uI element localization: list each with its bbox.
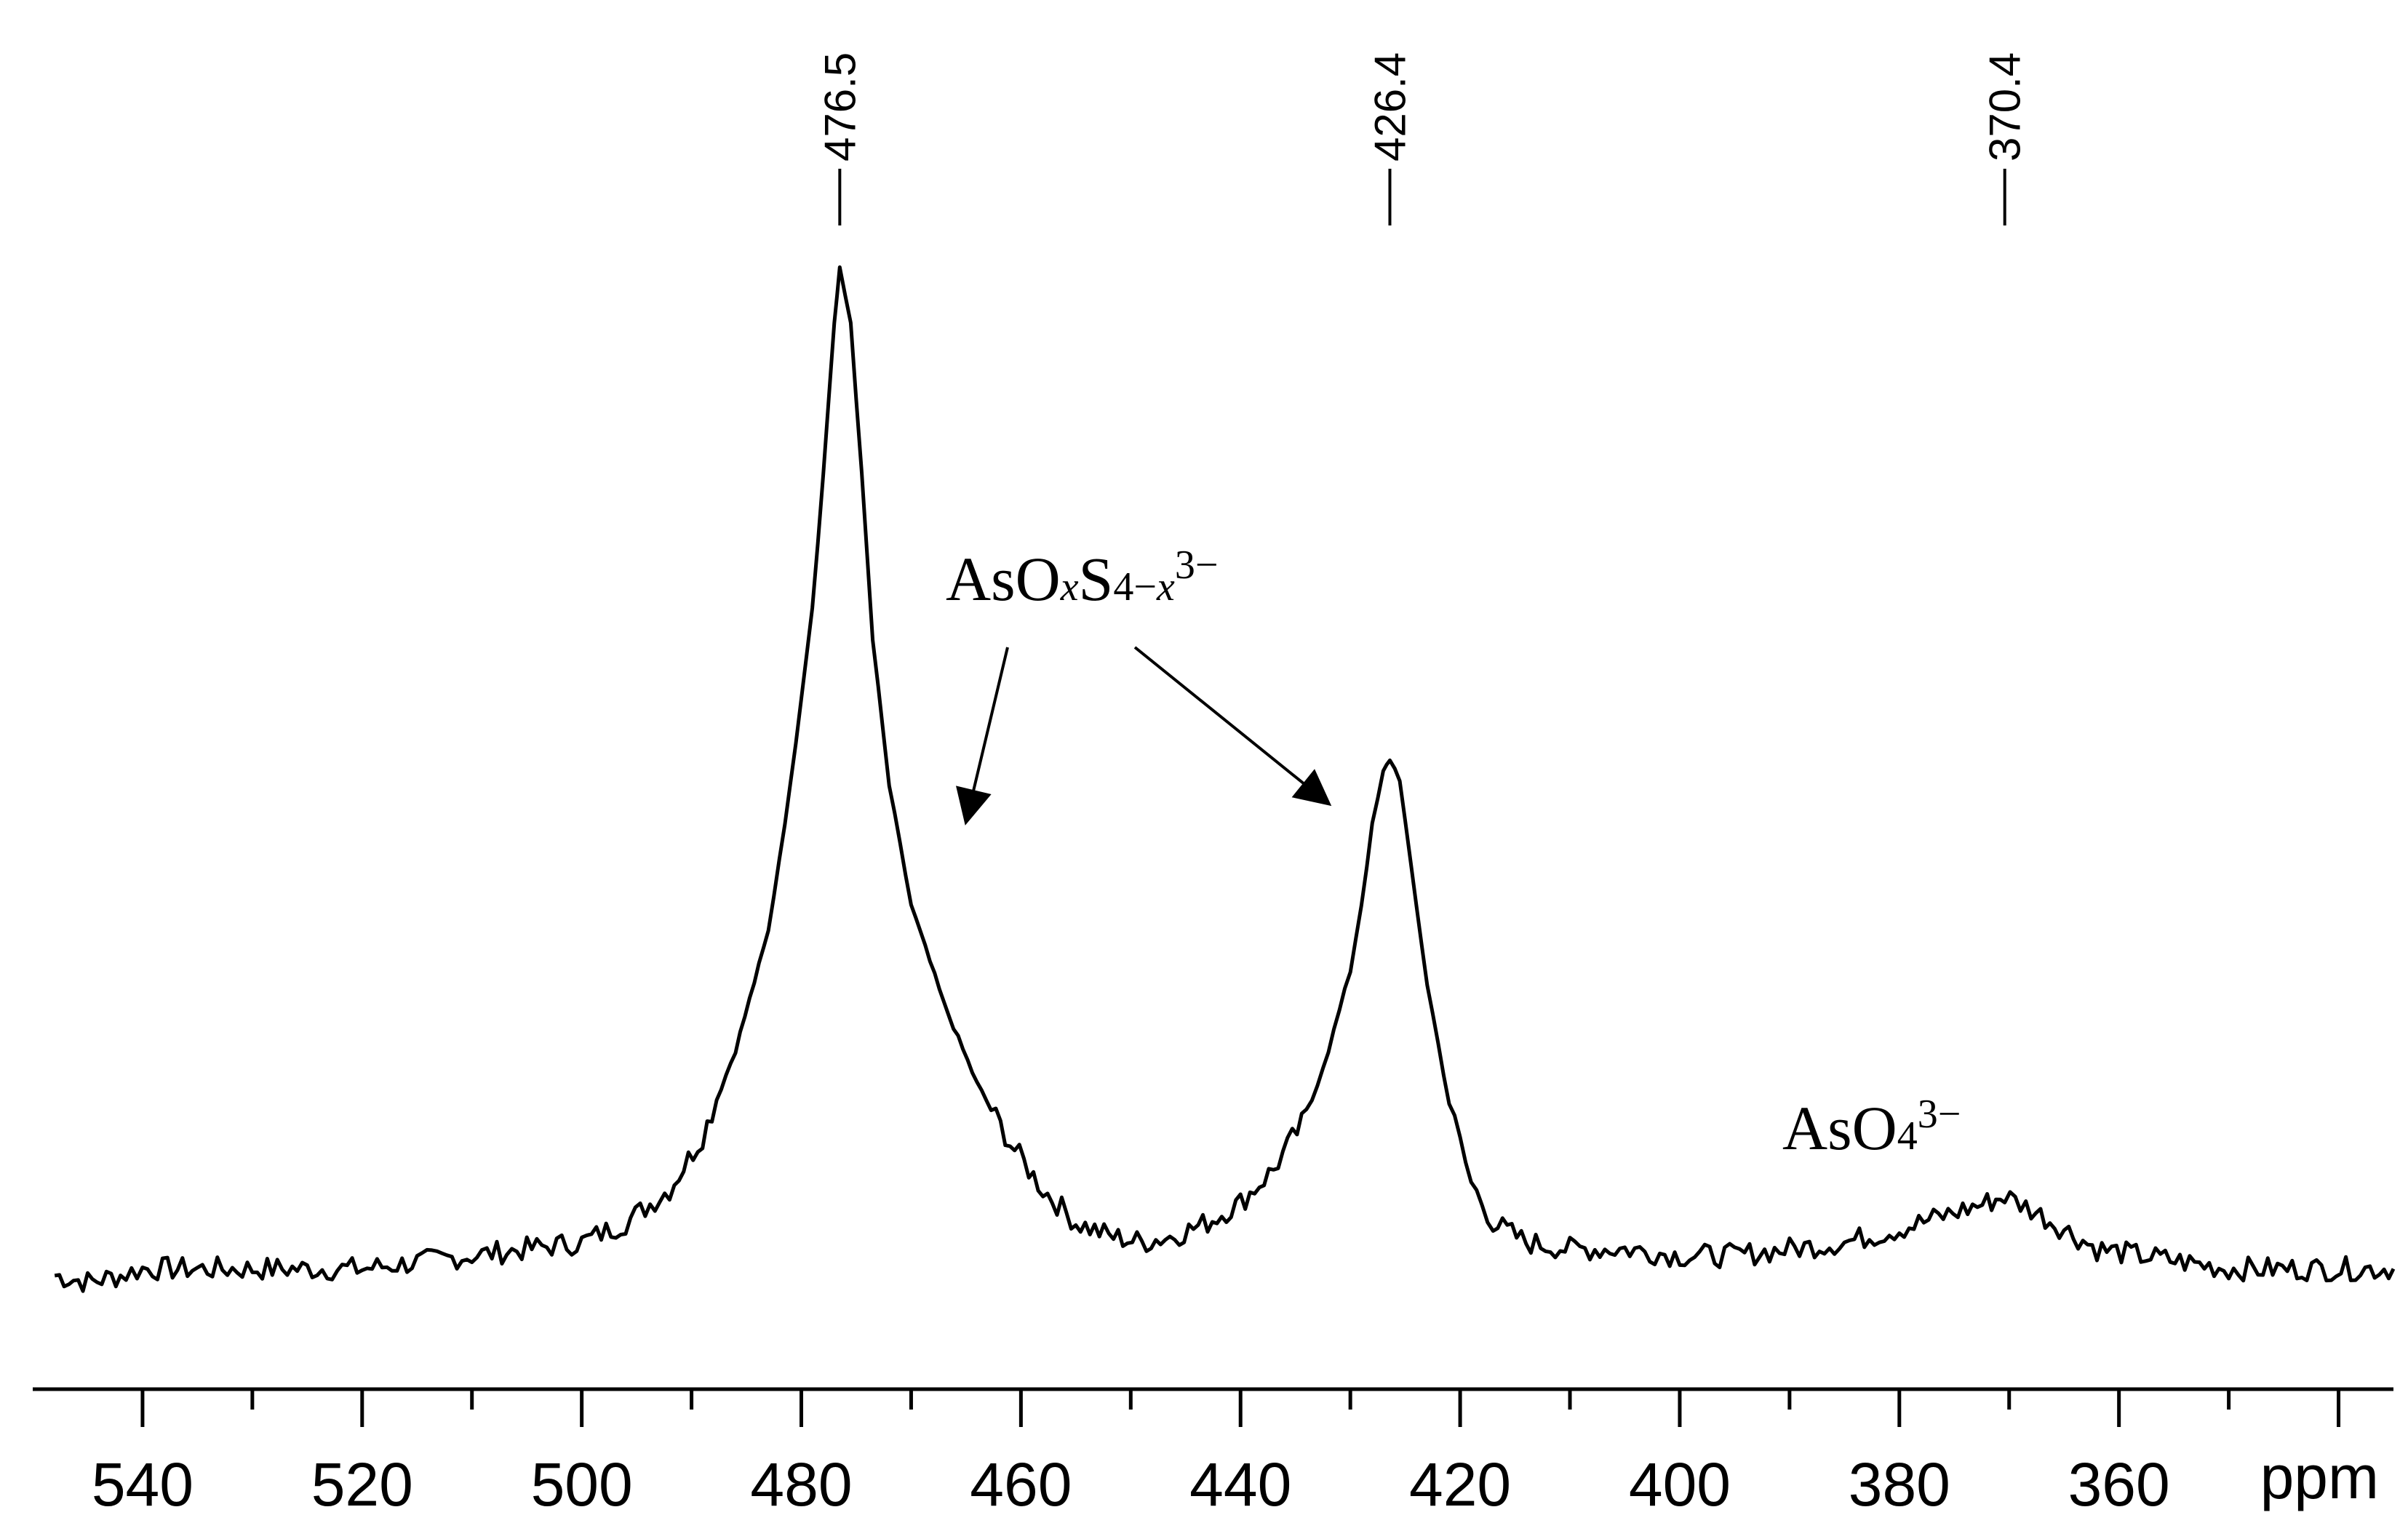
x-axis-tick-label: 400 — [1629, 1450, 1731, 1519]
annotation-arrow — [1133, 646, 1332, 807]
x-axis-tick-label: 420 — [1409, 1450, 1511, 1519]
annotation-oxythioarsenate: AsOxS4−x3− — [946, 543, 1218, 614]
x-axis-tick-label: 360 — [2068, 1450, 2170, 1519]
x-axis-tick-label: 480 — [750, 1450, 852, 1519]
annotation-arsenate: AsO43− — [1782, 1092, 1961, 1163]
x-axis-tick-label: 540 — [92, 1450, 194, 1519]
x-axis-tick-label: 460 — [970, 1450, 1072, 1519]
x-axis-tick-label: 500 — [531, 1450, 633, 1519]
x-axis-tick-label: 520 — [311, 1450, 413, 1519]
peak-label: 370.4 — [1981, 52, 2030, 161]
x-axis-ticks — [140, 1389, 2341, 1427]
peak-markers: 476.5 426.4 370.4 — [816, 52, 2030, 225]
x-axis-label: ppm — [2260, 1443, 2379, 1511]
peak-label: 476.5 — [816, 52, 864, 161]
x-axis-tick-label: 440 — [1189, 1450, 1291, 1519]
series-spectrum-line — [54, 265, 2396, 1293]
x-axis-tick-labels: 540 520 500 480 460 440 420 400 380 360 — [92, 1450, 2170, 1519]
x-axis-tick-label: 380 — [1849, 1450, 1950, 1519]
annotation-arrow — [956, 647, 1009, 826]
peak-label: 426.4 — [1366, 52, 1414, 161]
annotation-arrows — [956, 646, 1332, 826]
